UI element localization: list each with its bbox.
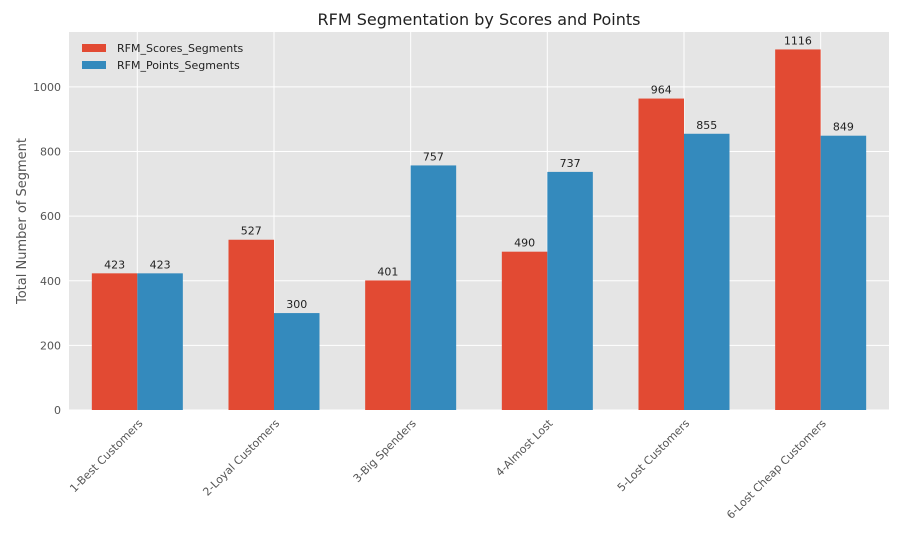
data-label-points: 855 <box>696 119 717 132</box>
data-label-scores: 490 <box>514 237 535 250</box>
y-ticks: 0 200 400 600 800 1000 <box>33 81 61 417</box>
data-label-points: 300 <box>286 298 307 311</box>
bar-points <box>274 313 320 410</box>
bar-points <box>547 171 593 410</box>
data-label-scores: 401 <box>377 265 398 278</box>
data-label-points: 757 <box>423 150 444 163</box>
legend-swatch-points <box>82 61 106 69</box>
y-tick-label: 600 <box>40 210 61 223</box>
x-tick-label: 2-Loyal Customers <box>200 417 282 499</box>
bar-points <box>820 135 867 410</box>
data-label-scores: 964 <box>651 84 672 97</box>
bars <box>91 49 867 411</box>
y-tick-label: 1000 <box>33 81 61 94</box>
x-tick-label: 3-Big Spenders <box>351 417 419 485</box>
chart-title: RFM Segmentation by Scores and Points <box>318 10 641 29</box>
bar-scores <box>91 273 138 410</box>
data-label-points: 737 <box>560 157 581 170</box>
data-label-scores: 1116 <box>784 34 812 47</box>
data-label-points: 423 <box>150 258 171 271</box>
bar-points <box>137 273 183 410</box>
bar-scores <box>228 239 274 410</box>
y-axis-label: Total Number of Segment <box>15 138 30 305</box>
y-tick-label: 0 <box>54 404 61 417</box>
y-tick-label: 200 <box>40 339 61 352</box>
plot-area <box>69 32 889 410</box>
legend-swatch-scores <box>82 44 106 52</box>
bar-points <box>410 165 457 410</box>
x-tick-label: 6-Lost Cheap Customers <box>724 417 829 522</box>
x-tick-label: 5-Lost Customers <box>615 417 693 495</box>
legend: RFM_Scores_Segments RFM_Points_Segments <box>82 42 244 72</box>
bar-scores <box>775 49 821 410</box>
x-tick-label: 4-Almost Lost <box>493 416 556 479</box>
legend-label-scores: RFM_Scores_Segments <box>117 42 244 55</box>
data-label-scores: 527 <box>241 225 262 238</box>
bar-points <box>684 133 730 410</box>
data-label-points: 849 <box>833 121 854 134</box>
bar-scores <box>638 98 684 411</box>
x-ticks: 1-Best Customers 2-Loyal Customers 3-Big S… <box>67 416 829 521</box>
data-label-scores: 423 <box>104 258 125 271</box>
y-tick-label: 400 <box>40 275 61 288</box>
bar-scores <box>365 280 411 410</box>
x-tick-label: 1-Best Customers <box>67 417 145 495</box>
data-labels: 423 423 527 300 401 757 490 737 964 855 1116 849 <box>104 34 854 311</box>
legend-label-points: RFM_Points_Segments <box>117 59 240 72</box>
bar-scores <box>501 251 548 410</box>
y-tick-label: 800 <box>40 146 61 159</box>
